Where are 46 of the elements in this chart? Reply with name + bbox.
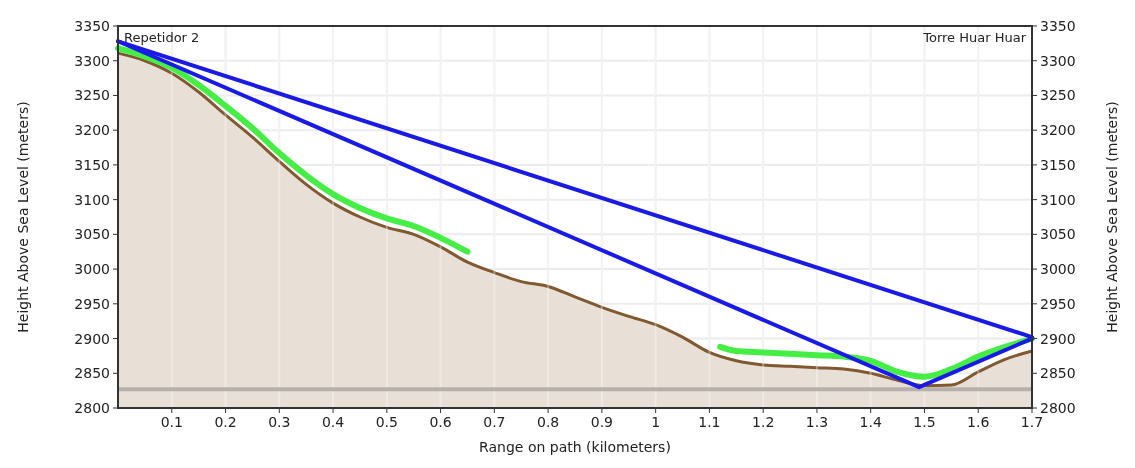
x-tick-label: 1.2 [752,414,775,430]
annotation: Torre Huar Huar [922,30,1027,45]
y2-tick-label: 3000 [1040,261,1076,278]
y2-tick-label: 2950 [1040,295,1076,312]
y-tick-label: 3250 [74,87,110,104]
y-tick-label: 2950 [74,295,110,312]
x-tick-label: 1.4 [859,414,882,430]
y-tick-label: 3150 [74,156,110,173]
x-tick-label: 0.1 [160,414,183,430]
x-tick-label: 0.8 [536,414,560,430]
x-tick-label: 0.9 [590,414,614,430]
y-tick-label: 3100 [74,191,110,208]
x-tick-label: 1.5 [913,414,936,430]
x-tick-label: 0.6 [429,414,452,430]
y-tick-label: 2900 [74,330,110,347]
y2-tick-label: 2800 [1040,400,1076,416]
annotation: Repetidor 2 [124,30,200,45]
x-tick-label: 1.6 [967,414,990,430]
y2-tick-label: 3250 [1040,87,1076,104]
x-tick-label: 0.4 [321,414,345,430]
y2-tick-label: 3200 [1040,122,1076,139]
y-tick-label: 2850 [74,365,110,382]
x-tick-label: 1.3 [805,414,829,430]
y2-tick-label: 3300 [1040,52,1076,69]
y-tick-label: 3200 [74,122,110,139]
y2-tick-label: 2850 [1040,365,1076,382]
y-tick-label: 3350 [74,18,110,34]
y-axis-title: Height Above Sea Level (meters) [15,101,31,333]
x-tick-label: 1 [651,414,661,430]
y2-tick-label: 3350 [1040,18,1076,34]
y-tick-label: 3300 [74,52,110,69]
y2-axis-title: Height Above Sea Level (meters) [1104,101,1120,333]
y-tick-label: 2800 [74,400,110,416]
y2-tick-label: 3150 [1040,156,1076,173]
x-tick-label: 1.7 [1020,414,1044,430]
x-axis-title: Range on path (kilometers) [479,439,671,455]
x-tick-label: 0.2 [214,414,237,430]
y-tick-label: 3050 [74,226,110,243]
y2-tick-label: 3050 [1040,226,1076,243]
x-tick-label: 0.5 [375,414,398,430]
y2-tick-label: 3100 [1040,191,1076,208]
x-tick-label: 1.1 [698,414,721,430]
y-tick-label: 3000 [74,261,110,278]
x-tick-label: 0.3 [268,414,291,430]
x-tick-label: 0.7 [483,414,506,430]
y2-tick-label: 2900 [1040,330,1076,347]
